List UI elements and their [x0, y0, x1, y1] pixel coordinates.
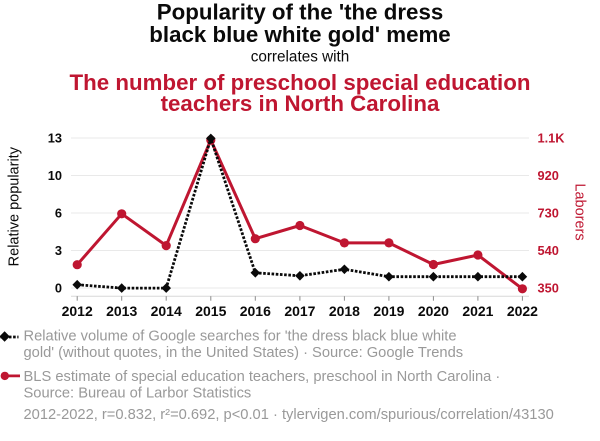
- svg-text:2019: 2019: [373, 303, 404, 319]
- svg-text:350: 350: [538, 280, 559, 295]
- svg-text:black blue white gold' meme: black blue white gold' meme: [149, 22, 450, 47]
- svg-text:2014: 2014: [151, 303, 182, 319]
- svg-text:730: 730: [538, 205, 559, 220]
- svg-text:6: 6: [55, 205, 62, 220]
- svg-text:Relative volume of Google sear: Relative volume of Google searches for '…: [24, 328, 457, 344]
- svg-text:2013: 2013: [106, 303, 137, 319]
- svg-text:2021: 2021: [462, 303, 493, 319]
- svg-text:Relative popularity: Relative popularity: [7, 146, 23, 266]
- svg-text:Laborers: Laborers: [572, 183, 588, 240]
- svg-text:correlates with: correlates with: [251, 49, 350, 66]
- svg-text:Source: Bureau of Larbor Stati: Source: Bureau of Larbor Statistics: [24, 385, 252, 401]
- svg-text:The number of preschool specia: The number of preschool special educatio…: [70, 70, 531, 95]
- svg-text:gold' (without quotes, in the: gold' (without quotes, in the United Sta…: [24, 345, 464, 361]
- svg-text:2020: 2020: [418, 303, 449, 319]
- svg-text:2018: 2018: [329, 303, 360, 319]
- svg-text:2012: 2012: [62, 303, 93, 319]
- svg-text:13: 13: [48, 130, 62, 145]
- svg-text:0: 0: [55, 280, 62, 295]
- svg-text:1.1K: 1.1K: [538, 130, 566, 145]
- svg-text:teachers in North Carolina: teachers in North Carolina: [161, 91, 440, 116]
- svg-text:2016: 2016: [240, 303, 271, 319]
- svg-text:BLS estimate of special educat: BLS estimate of special education teache…: [24, 369, 501, 385]
- svg-text:2015: 2015: [195, 303, 226, 319]
- svg-text:2017: 2017: [284, 303, 315, 319]
- svg-text:Popularity of the 'the dress: Popularity of the 'the dress: [157, 0, 444, 25]
- svg-text:920: 920: [538, 168, 559, 183]
- svg-text:540: 540: [538, 243, 559, 258]
- svg-text:2022: 2022: [507, 303, 538, 319]
- svg-text:3: 3: [55, 243, 62, 258]
- svg-text:2012-2022, r=0.832, r²=0.692,: 2012-2022, r=0.832, r²=0.692, p<0.01 · t…: [24, 407, 554, 423]
- svg-text:10: 10: [48, 168, 62, 183]
